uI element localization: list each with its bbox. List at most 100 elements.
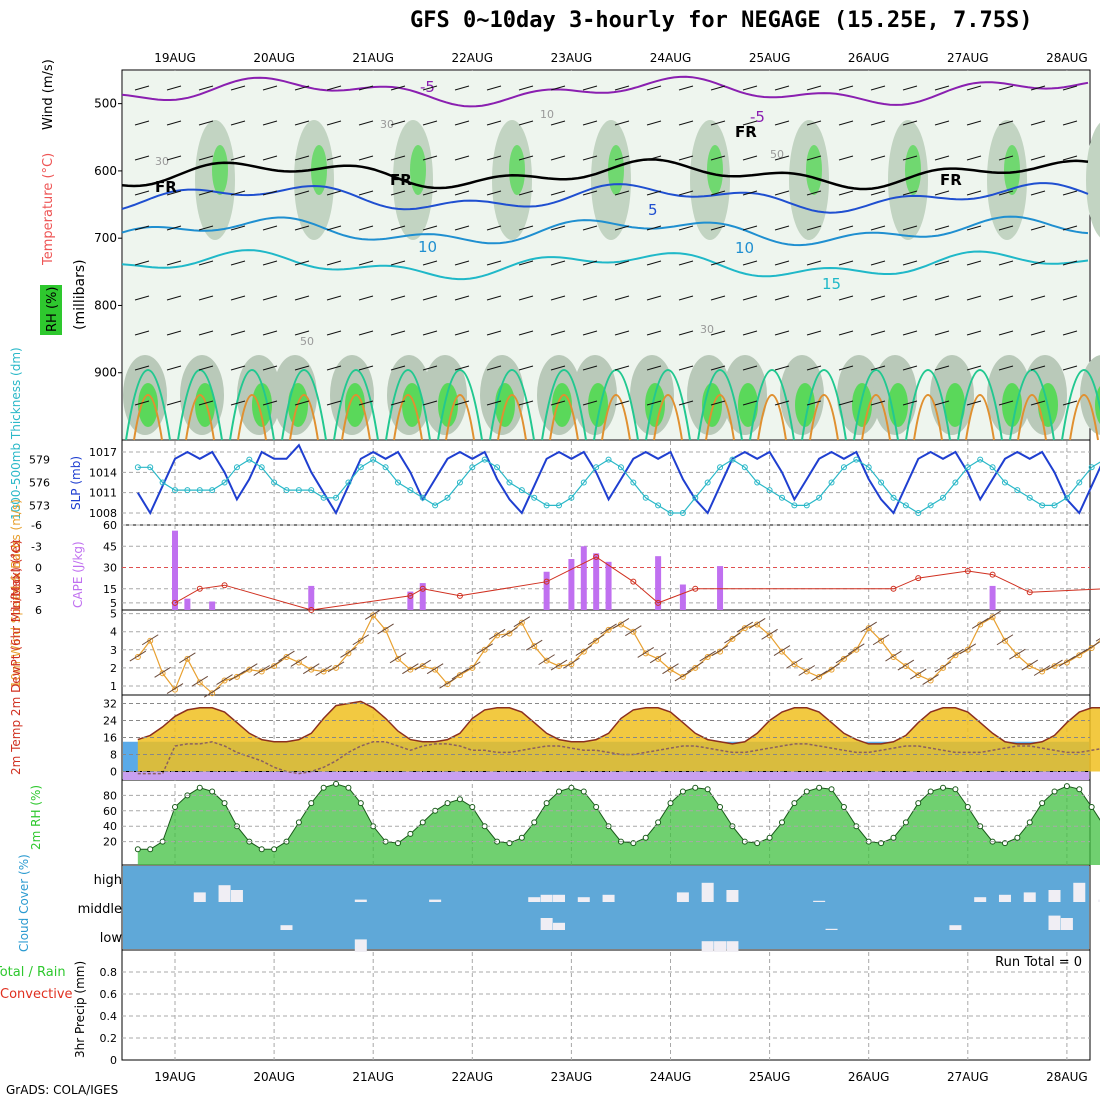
rh-point [580, 788, 587, 795]
cloud-block-middle [825, 928, 838, 930]
ytick-lifted: -3 [31, 540, 42, 553]
wind-barb [198, 85, 214, 91]
wind-barb [134, 190, 150, 196]
low-contour-orange [1017, 394, 1047, 441]
wind-barb [422, 260, 438, 266]
thickness-point [1088, 464, 1095, 471]
thickness-point [172, 487, 178, 494]
cloud-block-high [429, 899, 442, 902]
wind-barb [422, 190, 438, 196]
wind-barb [966, 295, 982, 301]
wind-barb [1062, 400, 1078, 406]
wind-barb [614, 225, 630, 231]
wind-barb [198, 225, 214, 231]
wind-barb [870, 155, 886, 161]
surface-barb [922, 674, 939, 685]
ytick-slp: 1011 [89, 487, 117, 500]
wind-barb [1030, 120, 1046, 126]
surface-barb [724, 632, 741, 644]
wind-barb [550, 85, 566, 91]
wind-barb [294, 330, 310, 336]
wind-barb [966, 190, 982, 196]
ytick-cape: 15 [103, 583, 117, 596]
wind-barb [934, 85, 950, 91]
wind-barb [294, 155, 310, 161]
wind-barb [966, 400, 982, 406]
wind-barb [678, 365, 694, 371]
panel-frame-3 [121, 609, 1091, 696]
thickness-point [444, 494, 451, 501]
rh-blob-mid-wet [509, 145, 525, 195]
rh-blob-mid-wet [905, 145, 921, 195]
wind-barb [454, 120, 470, 126]
wind-barb [198, 190, 214, 196]
rh-point [531, 819, 538, 826]
rh-point [1039, 800, 1046, 807]
axis-label-rh: RH (%) [45, 287, 60, 332]
wind-barb [614, 295, 630, 301]
rh-point [791, 800, 798, 807]
ytick-slp: 1014 [89, 466, 117, 479]
surface-barb [699, 650, 716, 662]
cape-bar [593, 553, 600, 610]
wind-barb [230, 330, 246, 336]
wind-barb [806, 225, 822, 231]
wind-barb [742, 190, 758, 196]
wind-barb [646, 225, 662, 231]
thickness-point [320, 494, 327, 501]
low-contour-orange [445, 394, 475, 441]
contour-label: FR [940, 171, 962, 189]
thickness-point [605, 456, 612, 463]
wind-barb [678, 155, 694, 161]
wind-barb [230, 260, 246, 266]
wind-barb [166, 400, 182, 406]
wind-barb [358, 85, 374, 91]
rh-point [902, 819, 909, 826]
wind-barb [774, 120, 790, 126]
cloud-block-high [553, 894, 566, 902]
wind-barb [934, 295, 950, 301]
wind-barb [774, 260, 790, 266]
ytick-rh: 40 [103, 820, 117, 833]
wind-barb [774, 365, 790, 371]
wind-barb [1030, 155, 1046, 161]
wind-barb [806, 85, 822, 91]
cloud-level-label: middle [78, 902, 122, 917]
surface-barb [637, 646, 654, 658]
surface-barb [476, 643, 493, 655]
wind-barb [550, 365, 566, 371]
wind-barb [326, 225, 342, 231]
thickness-point [543, 502, 550, 509]
surface-barb [748, 618, 766, 629]
ytick-rh: 80 [103, 789, 117, 802]
cloud-level-label: low [100, 931, 123, 946]
wind-barb [454, 330, 470, 336]
wind-barb [902, 120, 918, 126]
lifted-point [172, 599, 178, 606]
thickness-point [308, 487, 315, 494]
wind-barb [902, 190, 918, 196]
rh-point [333, 780, 340, 787]
wind-barb [678, 260, 694, 266]
surface-barb [625, 625, 642, 637]
wind-barb [998, 225, 1014, 231]
temp-line [137, 700, 1100, 745]
ytick-precip: 0.4 [100, 1010, 118, 1023]
wind-barb [774, 295, 790, 301]
contour-label: FR [390, 171, 412, 189]
wind-barb [262, 365, 278, 371]
surface-barb [823, 663, 840, 675]
wind-barb [486, 190, 502, 196]
rh-blob-wet [138, 383, 158, 427]
surface-barb [550, 659, 568, 671]
wind-barb [262, 155, 278, 161]
cape-bar [172, 530, 178, 610]
wind-barb [134, 260, 150, 266]
ytick-temp: 0 [110, 766, 117, 779]
cape-bar [543, 571, 550, 610]
rh-line [137, 783, 1100, 850]
wind-barb [646, 85, 662, 91]
low-contour-green [333, 369, 379, 441]
thickness-point [370, 456, 377, 463]
wind-barb [902, 260, 918, 266]
